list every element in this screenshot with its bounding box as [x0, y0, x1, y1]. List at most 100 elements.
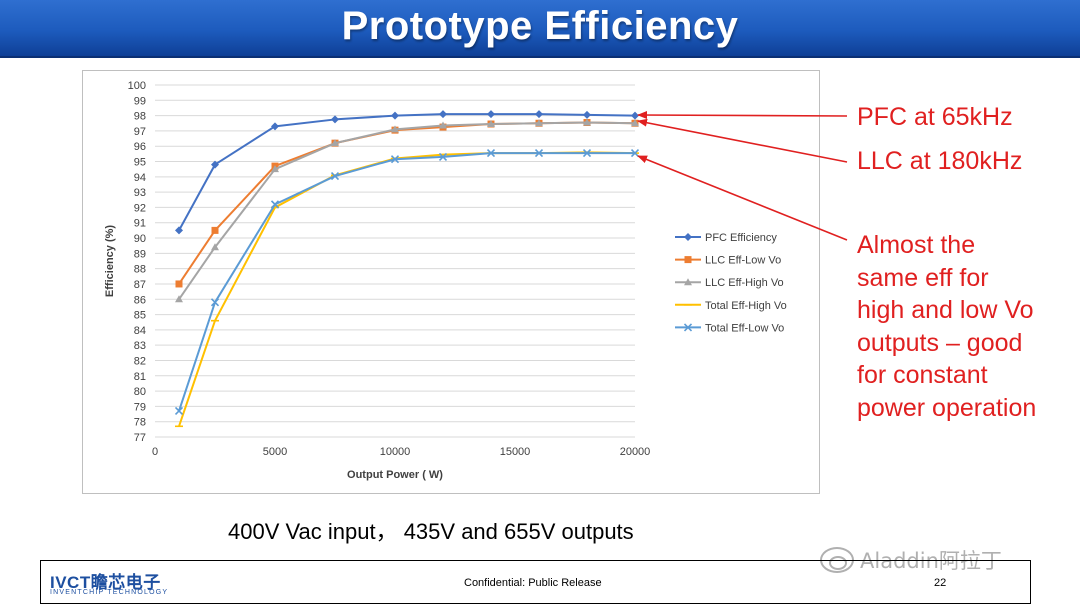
y-tick-label: 93 — [134, 187, 146, 199]
annotation-line: Almost the — [857, 231, 976, 259]
y-tick-label: 77 — [134, 432, 146, 444]
annotation-line: high and low Vo — [857, 296, 1034, 324]
y-tick-label: 94 — [134, 172, 146, 184]
chart-frame: 77 78 79 80 81 82 83 84 85 86 87 88 89 90 91 92 93 94 95 96… — [82, 70, 820, 494]
data-point — [535, 119, 543, 127]
y-tick-label: 92 — [134, 202, 146, 214]
data-point — [211, 226, 219, 234]
confidential-label: Confidential: Public Release — [464, 577, 602, 589]
data-point — [631, 111, 639, 120]
footer-top-border — [40, 560, 1030, 561]
x-tick-label: 20000 — [620, 446, 651, 458]
data-point — [390, 155, 400, 164]
company-logo-subtitle: INVENTCHIP TECHNOLOGY — [50, 589, 169, 596]
data-point — [391, 125, 399, 133]
x-tick-label: 10000 — [380, 446, 411, 458]
annotation-line: same eff for — [857, 263, 989, 292]
data-point — [391, 111, 399, 120]
legend-label: Total Eff-High Vo — [705, 300, 787, 312]
x-axis-title: Output Power ( W) — [347, 469, 443, 481]
legend-marker — [684, 233, 692, 241]
y-tick-label: 98 — [134, 111, 146, 123]
data-point — [439, 121, 447, 129]
data-point — [271, 122, 279, 131]
series-line — [178, 151, 636, 427]
data-point — [175, 280, 183, 288]
data-point — [174, 406, 184, 416]
data-point — [331, 115, 339, 124]
efficiency-chart: 77 78 79 80 81 82 83 84 85 86 87 88 89 90 91 92 93 94 95 96… — [104, 80, 787, 481]
page-number: 22 — [934, 577, 947, 589]
annotation-line: for constant — [857, 361, 988, 389]
y-axis-title: Efficiency (%) — [104, 225, 116, 297]
y-tick-label: 89 — [134, 248, 146, 260]
data-point — [534, 149, 544, 158]
data-point — [583, 118, 591, 126]
data-point — [487, 110, 495, 119]
data-point — [487, 120, 495, 128]
data-point — [631, 119, 639, 127]
y-tick-label: 90 — [134, 233, 146, 245]
y-tick-label: 78 — [134, 417, 146, 429]
y-tick-label: 95 — [134, 157, 146, 169]
annotation-same-eff: Almost the same eff for high and low Vo … — [857, 229, 1036, 424]
data-point — [210, 298, 220, 307]
data-point — [211, 243, 219, 251]
legend-marker — [683, 323, 693, 332]
data-point — [270, 200, 280, 209]
data-point — [331, 139, 339, 147]
data-point — [438, 152, 448, 161]
y-tick-label: 87 — [134, 279, 146, 291]
data-point — [175, 226, 183, 235]
x-tick-label: 0 — [152, 446, 158, 458]
y-tick-label: 91 — [134, 218, 146, 230]
data-point — [175, 295, 183, 303]
data-point — [439, 110, 447, 119]
legend-label: Total Eff-Low Vo — [705, 322, 784, 334]
y-tick-label: 79 — [134, 401, 146, 413]
slide-caption: 400V Vac input， 435V and 655V outputs — [228, 519, 634, 544]
y-tick-label: 96 — [134, 141, 146, 153]
annotation-pfc: PFC at 65kHz — [857, 103, 1013, 131]
annotation-line: power operation — [857, 393, 1037, 422]
data-point — [582, 149, 592, 158]
y-tick-label: 85 — [134, 310, 146, 322]
y-tick-label: 80 — [134, 386, 146, 398]
x-tick-label: 15000 — [500, 446, 531, 458]
legend-label: LLC Eff-Low Vo — [705, 255, 781, 267]
y-tick-label: 84 — [134, 325, 146, 337]
y-tick-label: 88 — [134, 264, 146, 276]
title-bar: Prototype Efficiency — [0, 0, 1080, 58]
y-tick-label: 83 — [134, 340, 146, 352]
legend-label: PFC Efficiency — [705, 232, 777, 244]
watermark: Aladdin阿拉丁 — [820, 545, 1002, 575]
y-tick-label: 82 — [134, 355, 146, 367]
legend-marker — [684, 278, 692, 286]
legend-label: LLC Eff-High Vo — [705, 277, 784, 289]
y-tick-label: 99 — [134, 95, 146, 107]
y-tick-label: 86 — [134, 294, 146, 306]
data-point — [583, 110, 591, 119]
footer-right-border — [1030, 560, 1031, 604]
annotation-llc: LLC at 180kHz — [857, 147, 1023, 175]
watermark-text: Aladdin阿拉丁 — [860, 549, 1002, 573]
series-line — [178, 121, 636, 300]
data-point — [271, 165, 279, 173]
series-line — [178, 113, 636, 231]
footer-bottom-border — [40, 603, 1030, 604]
data-point — [630, 149, 640, 158]
series-line — [178, 152, 635, 412]
company-logo: IVCT瞻芯电子 — [50, 573, 161, 592]
data-point — [535, 110, 543, 119]
y-tick-label: 100 — [128, 80, 146, 92]
data-point — [211, 160, 219, 169]
x-tick-label: 5000 — [263, 446, 287, 458]
data-point — [330, 171, 340, 181]
y-tick-label: 97 — [134, 126, 146, 138]
footer-left-border — [40, 560, 41, 604]
legend-marker — [684, 256, 692, 264]
data-point — [486, 149, 496, 158]
y-tick-label: 81 — [134, 371, 146, 383]
slide-title: Prototype Efficiency — [341, 4, 739, 48]
annotation-line: outputs – good — [857, 328, 1023, 357]
